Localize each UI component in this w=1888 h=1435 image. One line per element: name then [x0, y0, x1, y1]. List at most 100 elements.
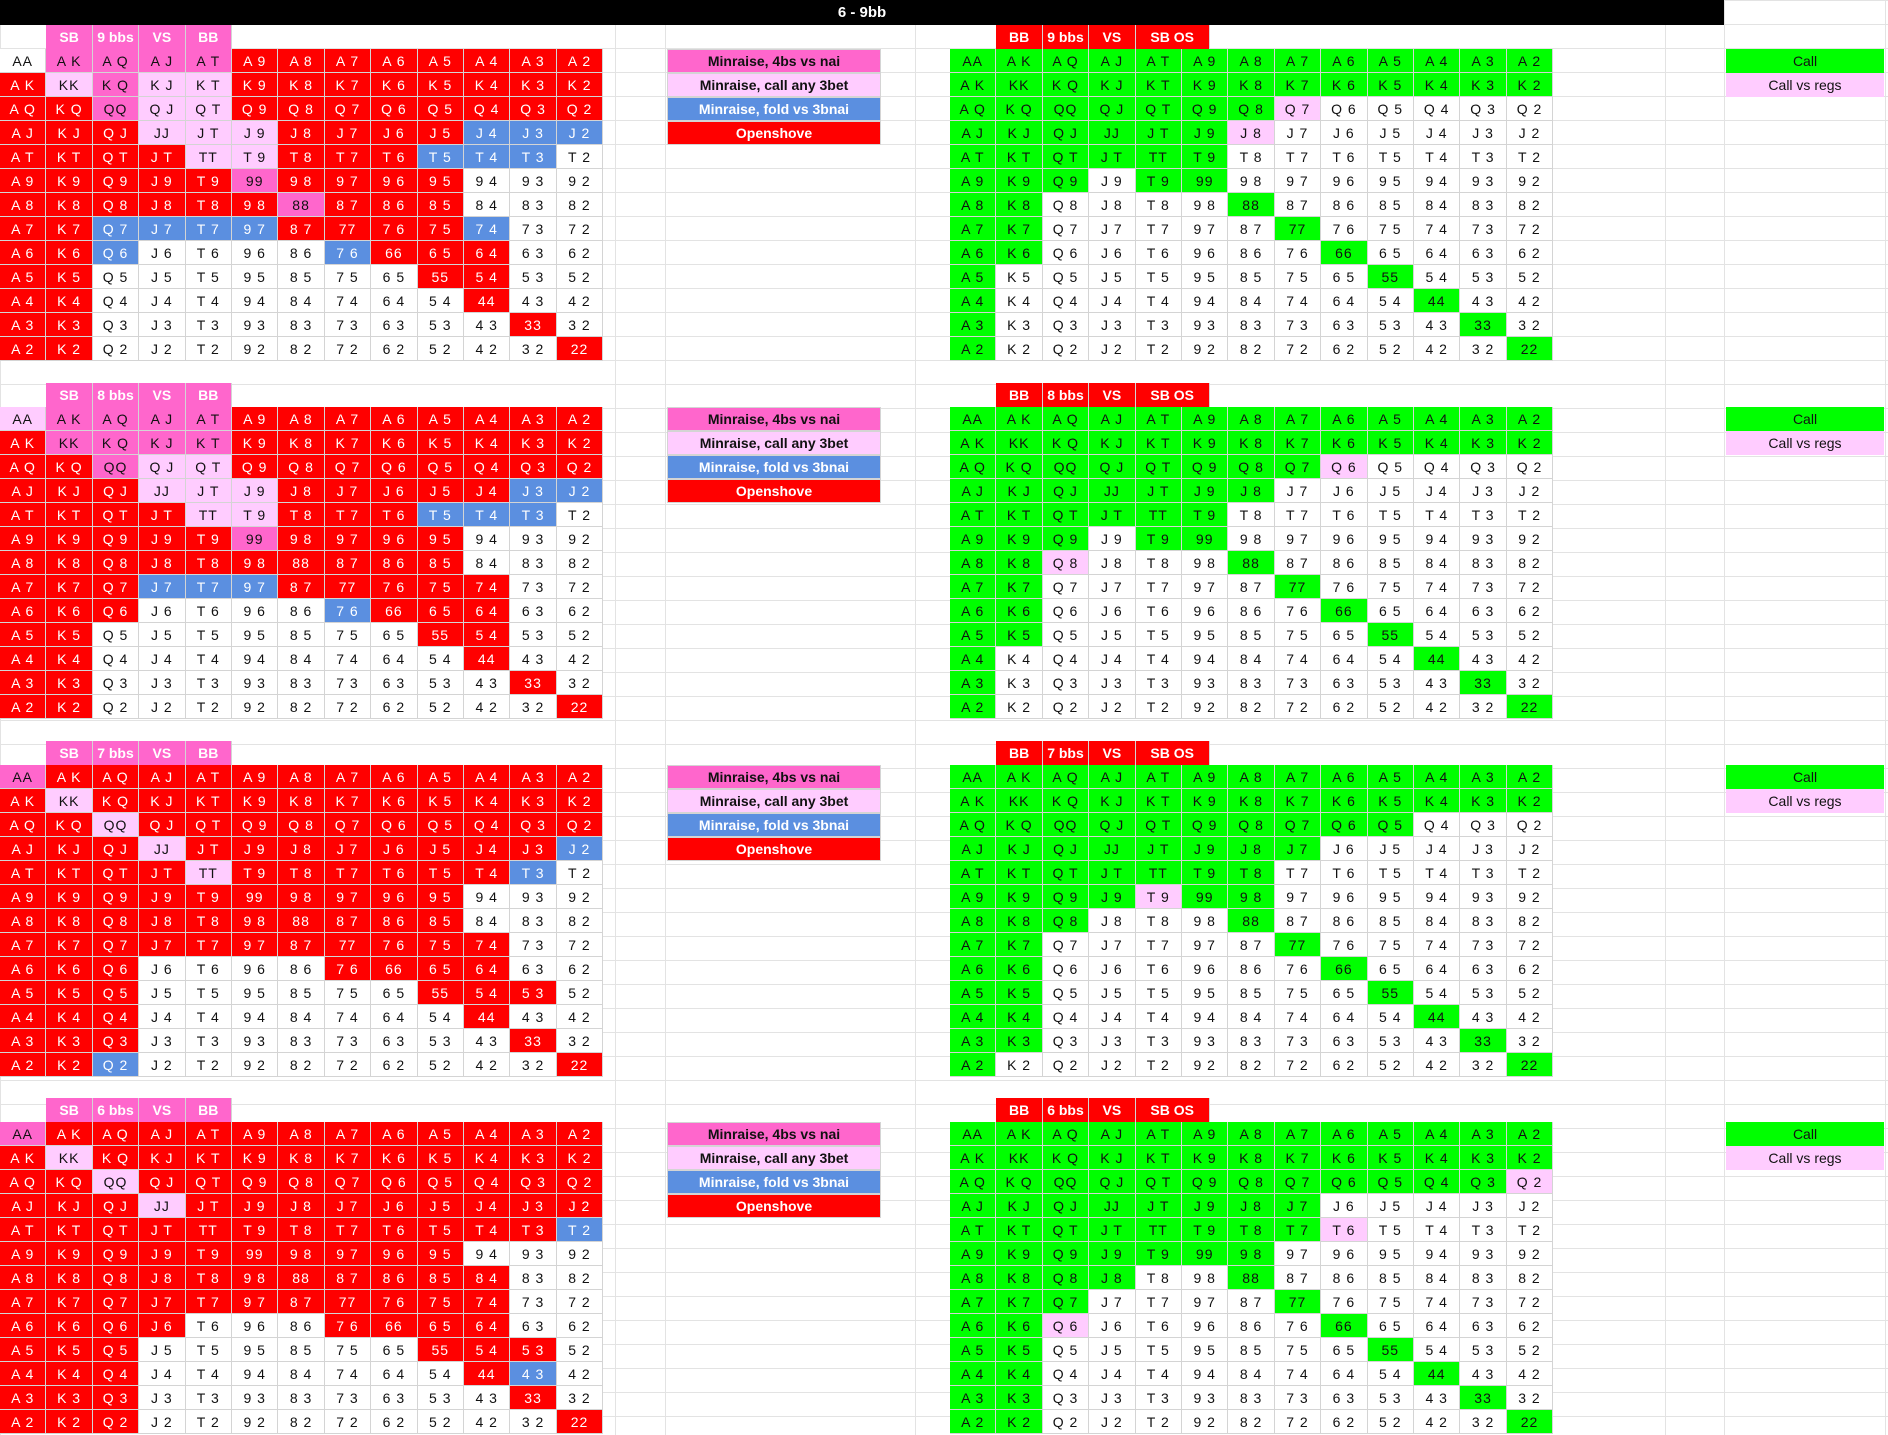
right-hand-cell: J 8 — [1089, 1266, 1136, 1290]
right-hand-cell: T 6 — [1135, 241, 1182, 265]
gridline — [0, 576, 1888, 577]
left-hand-cell: A T — [185, 407, 232, 431]
left-hand-cell: Q 2 — [92, 1053, 140, 1077]
right-hand-cell: Q 6 — [1321, 813, 1368, 837]
right-hand-cell: 66 — [1321, 241, 1368, 265]
left-hand-cell: T 8 — [185, 1266, 232, 1290]
left-hand-cell: TT — [185, 1218, 232, 1242]
left-hand-cell: JJ — [139, 479, 186, 503]
right-hand-cell: 8 2 — [1228, 1410, 1275, 1434]
left-hand-cell: J 8 — [139, 551, 186, 575]
left-hand-cell: A J — [0, 121, 47, 145]
left-hand-cell: 6 3 — [510, 241, 557, 265]
right-hand-cell: T 4 — [1414, 503, 1461, 527]
right-hand-cell: 8 5 — [1228, 265, 1275, 289]
left-hand-cell: 6 2 — [556, 1314, 604, 1338]
right-hand-cell: T 7 — [1135, 1290, 1182, 1314]
left-hand-cell: 9 7 — [324, 527, 372, 551]
left-header-cell: VS — [139, 741, 186, 765]
right-hand-cell: J 5 — [1367, 1194, 1414, 1218]
left-hand-cell: 4 3 — [510, 1362, 557, 1386]
right-hand-cell: 8 7 — [1228, 1290, 1275, 1314]
left-hand-cell: A Q — [0, 1170, 47, 1194]
left-hand-cell: 3 2 — [556, 1029, 604, 1053]
right-hand-cell: K Q — [1042, 73, 1090, 97]
left-hand-cell: 9 5 — [417, 527, 464, 551]
left-hand-cell: 8 6 — [278, 241, 325, 265]
left-hand-cell: J T — [185, 837, 232, 861]
right-hand-cell: Q J — [1089, 455, 1136, 479]
left-hand-cell: K 5 — [46, 265, 93, 289]
right-hand-cell: 9 4 — [1182, 647, 1229, 671]
left-hand-cell: K 7 — [324, 73, 372, 97]
right-hand-cell: A J — [1089, 1122, 1136, 1146]
left-hand-cell: A 6 — [371, 765, 418, 789]
left-hand-cell: J 9 — [232, 1194, 279, 1218]
legend-left-item: Minraise, call any 3bet — [667, 73, 881, 97]
left-hand-cell: 9 5 — [232, 265, 279, 289]
right-hand-cell: K 7 — [1274, 1146, 1322, 1170]
left-hand-cell: 5 4 — [417, 1362, 464, 1386]
right-hand-cell: 99 — [1182, 169, 1229, 193]
left-hand-cell: AA — [0, 1122, 47, 1146]
right-hand-cell: T 3 — [1460, 861, 1507, 885]
right-hand-cell: J T — [1089, 145, 1136, 169]
left-header-cell: SB — [46, 741, 93, 765]
left-hand-cell: 7 2 — [324, 695, 372, 719]
right-hand-cell: J 3 — [1460, 837, 1507, 861]
left-hand-cell: 7 2 — [556, 575, 604, 599]
left-hand-cell: A 6 — [371, 49, 418, 73]
right-hand-cell: K 2 — [996, 695, 1043, 719]
right-hand-cell: Q 5 — [1042, 981, 1090, 1005]
right-hand-cell: A 4 — [950, 1005, 997, 1029]
left-hand-cell: T 7 — [324, 861, 372, 885]
left-hand-cell: 8 7 — [324, 551, 372, 575]
gridline — [0, 1152, 1888, 1153]
left-hand-cell: J 7 — [139, 1290, 186, 1314]
left-hand-cell: 6 4 — [371, 647, 418, 671]
left-hand-cell: 9 7 — [232, 575, 279, 599]
left-hand-cell: J T — [185, 1194, 232, 1218]
left-hand-cell: T 6 — [371, 1218, 418, 1242]
left-hand-cell: A 2 — [0, 695, 47, 719]
left-hand-cell: 9 2 — [232, 695, 279, 719]
right-hand-cell: 6 3 — [1460, 599, 1507, 623]
right-hand-cell: K 8 — [1228, 789, 1275, 813]
left-hand-cell: K T — [46, 503, 93, 527]
left-hand-cell: 6 5 — [371, 623, 418, 647]
left-hand-cell: 9 6 — [232, 241, 279, 265]
left-hand-cell: T 5 — [417, 145, 464, 169]
right-hand-cell: K 2 — [996, 337, 1043, 361]
right-hand-cell: 9 6 — [1182, 599, 1229, 623]
gridline — [0, 96, 1888, 97]
right-hand-cell: K 6 — [996, 599, 1043, 623]
left-hand-cell: 9 4 — [232, 647, 279, 671]
right-hand-cell: 55 — [1367, 623, 1414, 647]
right-hand-cell: T 4 — [1135, 1362, 1182, 1386]
left-hand-cell: A J — [139, 49, 186, 73]
right-hand-cell: K 5 — [1367, 1146, 1414, 1170]
left-hand-cell: J 9 — [232, 479, 279, 503]
left-hand-cell: J 5 — [417, 837, 464, 861]
left-hand-cell: 8 5 — [417, 1266, 464, 1290]
right-hand-cell: 7 5 — [1367, 933, 1414, 957]
left-hand-cell: Q 2 — [92, 1410, 140, 1434]
left-hand-cell: T 8 — [185, 909, 232, 933]
left-hand-cell: J 8 — [278, 121, 325, 145]
gridline — [0, 480, 1888, 481]
right-hand-cell: K 7 — [1274, 789, 1322, 813]
left-hand-cell: A 8 — [0, 909, 47, 933]
legend-right-item: Call — [1726, 765, 1884, 789]
right-hand-cell: Q 8 — [1042, 193, 1090, 217]
gridline — [0, 1368, 1888, 1369]
left-hand-cell: Q T — [92, 145, 140, 169]
left-hand-cell: A 8 — [278, 765, 325, 789]
left-hand-cell: A T — [185, 765, 232, 789]
left-hand-cell: Q 4 — [464, 455, 511, 479]
left-hand-cell: 8 3 — [278, 1029, 325, 1053]
left-hand-cell: 4 2 — [556, 647, 604, 671]
right-hand-cell: J T — [1135, 479, 1182, 503]
right-hand-cell: 77 — [1274, 933, 1322, 957]
left-hand-cell: K 3 — [510, 73, 557, 97]
right-hand-cell: J 9 — [1089, 885, 1136, 909]
